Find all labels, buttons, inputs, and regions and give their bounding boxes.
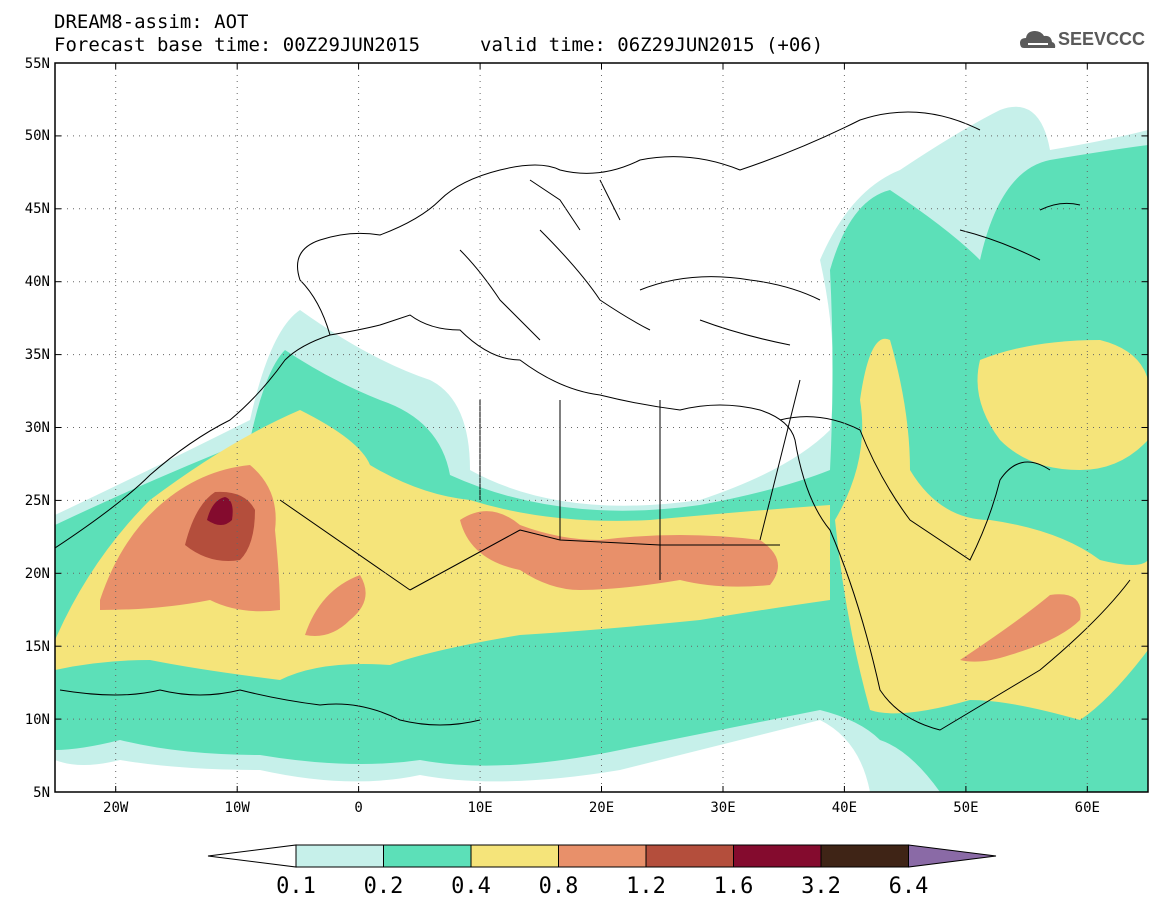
aot-band-1-6: [207, 497, 233, 525]
cloud-logo-icon: [1020, 31, 1056, 48]
colorbar-label: 0.2: [364, 874, 404, 899]
lon-label: 10W: [225, 800, 251, 816]
logo-text: SEEVCCC: [1058, 29, 1146, 49]
colorbar: [207, 844, 997, 868]
lon-label: 0: [354, 800, 362, 816]
lat-label: 30N: [25, 420, 50, 436]
lon-label: 20E: [589, 800, 614, 816]
lon-label: 40E: [832, 800, 857, 816]
colorbar-label: 3.2: [801, 874, 841, 899]
colorbar-label: 1.2: [626, 874, 666, 899]
lon-label: 10E: [467, 800, 492, 816]
aot-band-0-8-sahel: [460, 511, 778, 590]
latitude-labels: 5N 10N 15N 20N 25N 30N 35N 40N 45N 50N 5…: [25, 56, 50, 801]
colorbar-segment: [558, 844, 647, 868]
colorbar-segment: [645, 844, 734, 868]
colorbar-label: 0.1: [276, 874, 316, 899]
colorbar-label: 1.6: [714, 874, 754, 899]
colorbar-segment: [470, 844, 559, 868]
colorbar-arrow-high: [908, 844, 997, 868]
lat-label: 10N: [25, 712, 50, 728]
lat-label: 5N: [33, 785, 50, 801]
lat-label: 55N: [25, 56, 50, 72]
lon-label: 50E: [953, 800, 978, 816]
lon-label: 60E: [1075, 800, 1100, 816]
lat-label: 50N: [25, 128, 50, 144]
colorbar-label: 6.4: [889, 874, 929, 899]
product-title: DREAM8-assim: AOT: [54, 11, 249, 33]
lon-label: 30E: [710, 800, 735, 816]
colorbar-segment: [295, 844, 384, 868]
graticule: [55, 63, 1148, 792]
aot-band-0-8-oman: [960, 594, 1081, 662]
lat-label: 15N: [25, 639, 50, 655]
lat-label: 25N: [25, 493, 50, 509]
colorbar-segment: [820, 844, 909, 868]
lon-label: 20W: [103, 800, 129, 816]
colorbar-arrow-low: [207, 844, 297, 868]
lat-label: 45N: [25, 201, 50, 217]
coastlines: [55, 111, 1131, 731]
lat-label: 20N: [25, 566, 50, 582]
aot-band-0-4-iran: [977, 340, 1148, 470]
colorbar-label: 0.4: [451, 874, 491, 899]
aot-fields: [55, 106, 1148, 792]
lat-label: 40N: [25, 274, 50, 290]
colorbar-segment: [733, 844, 822, 868]
forecast-base-time: Forecast base time: 00Z29JUN2015: [54, 34, 421, 56]
lat-label: 35N: [25, 347, 50, 363]
colorbar-segment: [383, 844, 472, 868]
axis-ticks: [55, 63, 1148, 792]
longitude-labels: 20W 10W 0 10E 20E 30E 40E 50E 60E: [103, 800, 1100, 816]
aot-band-0-8-mali: [305, 575, 366, 636]
valid-time: valid time: 06Z29JUN2015 (+06): [480, 34, 824, 56]
colorbar-label: 0.8: [539, 874, 579, 899]
colorbar-labels: 0.1 0.2 0.4 0.8 1.2 1.6 3.2 6.4: [276, 874, 928, 899]
